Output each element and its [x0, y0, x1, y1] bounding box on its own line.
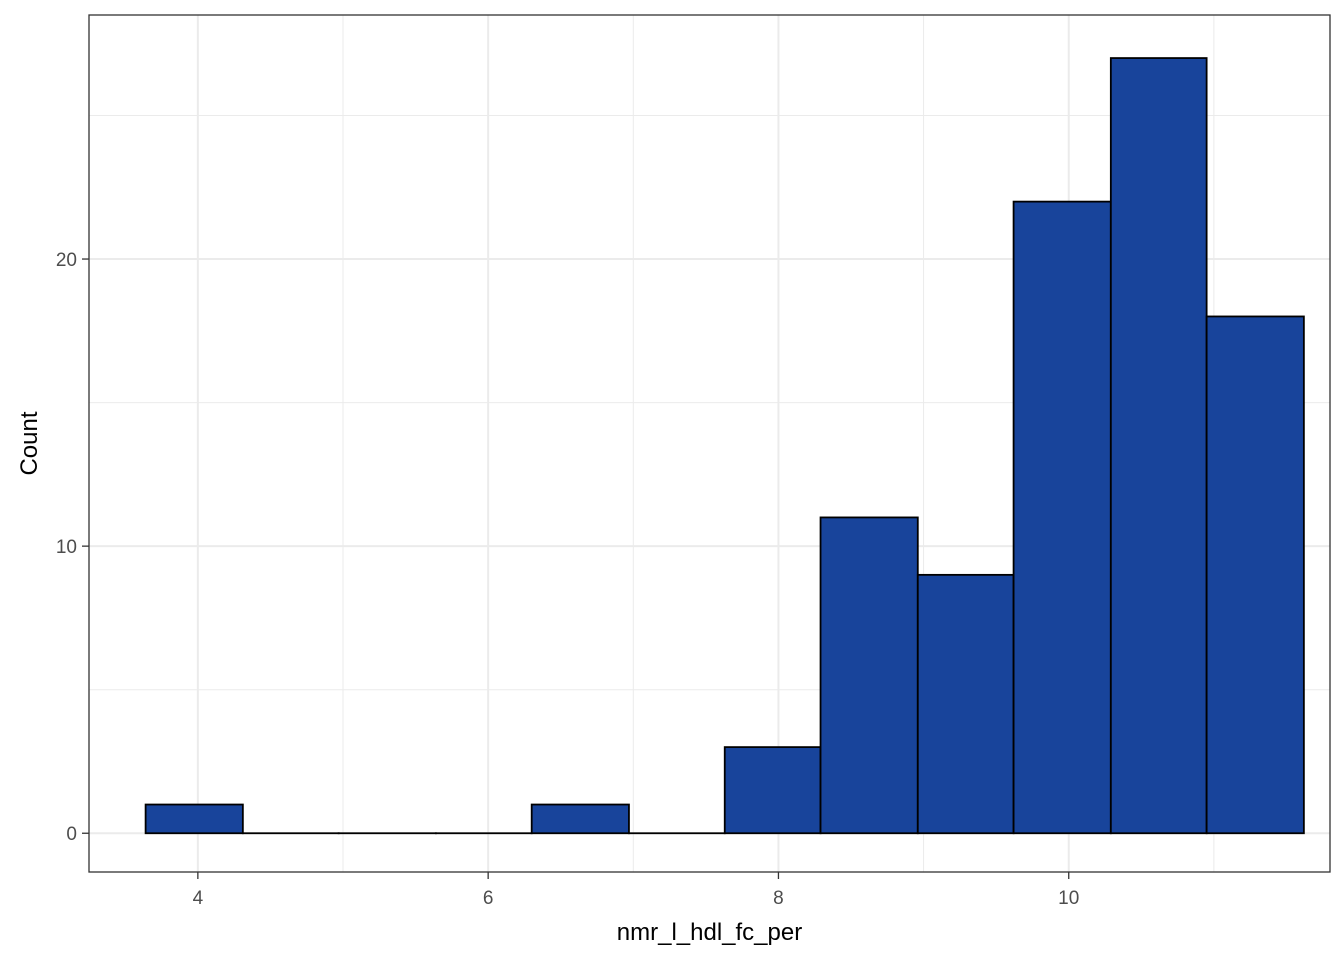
histogram-bar	[530, 803, 630, 835]
x-axis-title: nmr_l_hdl_fc_per	[617, 919, 802, 946]
panel-border	[88, 14, 1331, 873]
x-tick-label: 6	[483, 888, 494, 909]
x-tick-label: 4	[193, 888, 204, 909]
x-tick-label: 10	[1058, 888, 1079, 909]
histogram-bar	[916, 573, 1015, 835]
y-tick-label: 0	[66, 824, 77, 845]
y-axis-ticks: 0 10 20	[56, 250, 89, 845]
histogram-bar	[819, 516, 919, 835]
histogram-bar	[1109, 57, 1208, 835]
histogram-bar	[723, 746, 822, 835]
y-tick-label: 20	[56, 250, 77, 271]
x-axis-ticks: 4 6 8 10	[193, 872, 1079, 909]
histogram-bar	[1012, 200, 1112, 835]
y-axis-title: Count	[16, 411, 43, 475]
x-tick-label: 8	[773, 888, 784, 909]
histogram-bar	[1205, 315, 1305, 835]
y-tick-label: 10	[56, 537, 77, 558]
histogram-bars	[144, 57, 1305, 835]
histogram-bar	[144, 803, 244, 835]
